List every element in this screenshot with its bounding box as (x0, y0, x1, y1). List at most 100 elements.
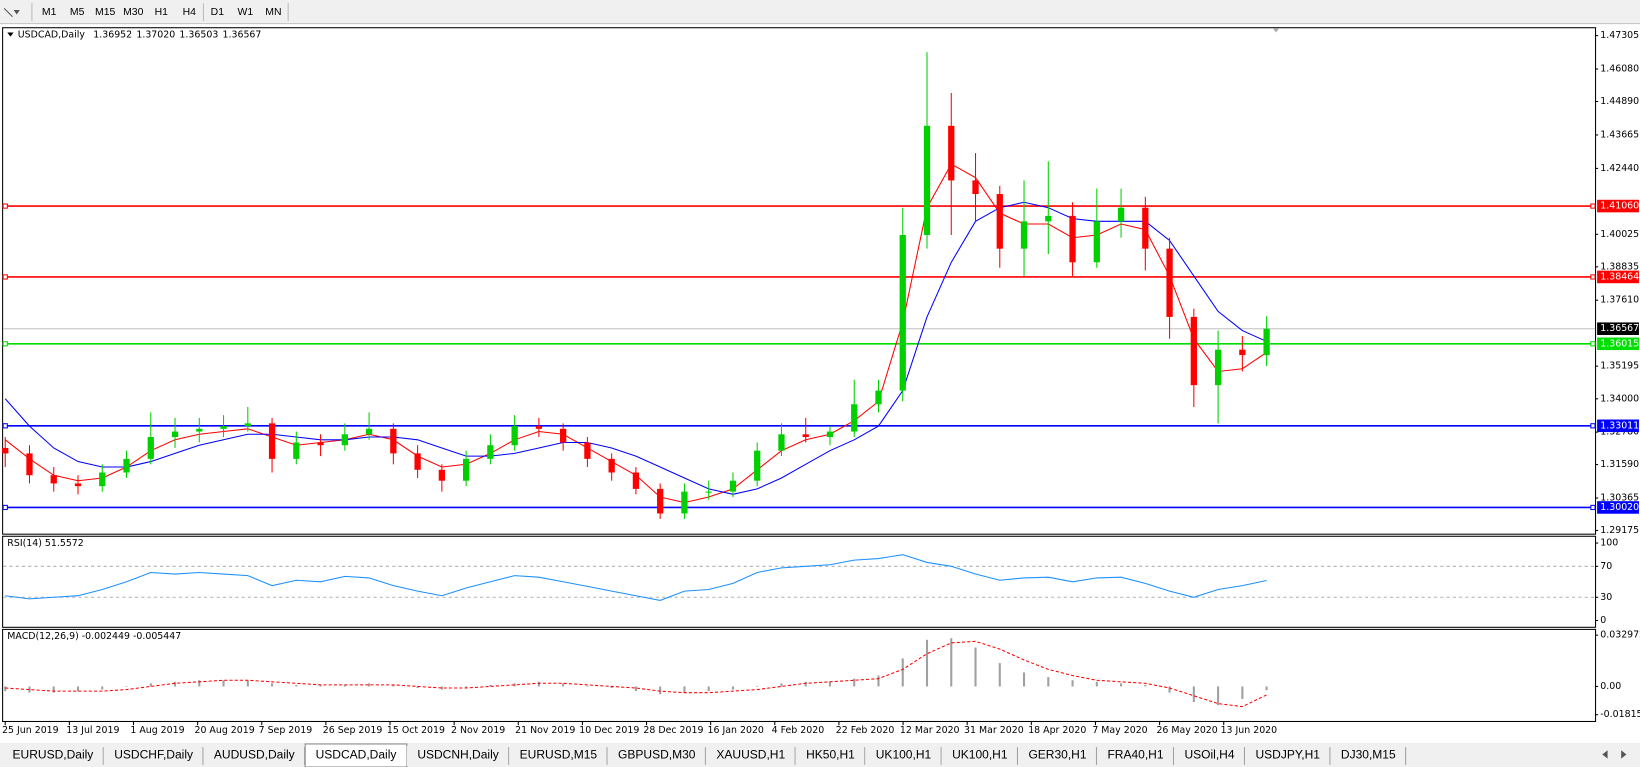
histogram-bar (828, 681, 832, 687)
timeframe-button[interactable]: MN (265, 7, 281, 18)
histogram-bar (489, 684, 492, 687)
tab[interactable]: USDJPY,H1 (1245, 746, 1331, 766)
y-tick-label: 1.35195 (1600, 361, 1639, 372)
level-label-box (1597, 270, 1639, 284)
quote-value: 1.36952 (93, 29, 132, 40)
tab[interactable]: FRA40,H1 (1097, 746, 1175, 766)
candle-body (705, 491, 712, 493)
tab-label[interactable]: UK100,H1 (952, 748, 1008, 762)
tab-label[interactable]: GER30,H1 (1028, 748, 1086, 762)
histogram-bar (368, 683, 371, 687)
histogram-bar (343, 684, 346, 687)
candle-body (438, 469, 445, 481)
toolbar (0, 0, 1640, 25)
level-label-box (1597, 199, 1639, 213)
tab-label[interactable]: XAUUSD,H1 (716, 748, 785, 762)
timeframe-button[interactable]: M15 (95, 7, 116, 18)
candle-body (1045, 215, 1052, 222)
tab-label[interactable]: FRA40,H1 (1107, 748, 1163, 762)
tool-icon[interactable] (3, 8, 20, 18)
timeframe-button[interactable]: H4 (183, 7, 197, 18)
histogram-bar (246, 680, 249, 687)
y-tick-label: 1.43665 (1600, 129, 1639, 140)
histogram-bar (1241, 686, 1244, 699)
candle-body (317, 442, 324, 446)
histogram-bar (707, 686, 710, 692)
title-text: MACD(12,26,9) -0.002449 -0.005447 (7, 631, 181, 642)
histogram-bar (416, 686, 419, 688)
histogram-bar (1071, 680, 1074, 687)
tab-label[interactable]: DJ30,M15 (1341, 748, 1396, 762)
y-tick-label: 1.30365 (1600, 493, 1639, 504)
price-panel (2, 27, 1597, 535)
tab[interactable]: DJ30,M15 (1330, 746, 1407, 766)
tab[interactable]: HK50,H1 (795, 746, 866, 766)
timeframe-button[interactable]: M1 (42, 7, 57, 18)
histogram-bar (853, 678, 856, 687)
candle-body (1117, 207, 1125, 222)
candle-body (74, 483, 82, 487)
tab-label[interactable]: EURUSD,Daily (13, 748, 94, 762)
tab[interactable]: XAUUSD,H1 (705, 746, 796, 766)
tab[interactable]: USDCNH,Daily (406, 746, 510, 766)
tab-label[interactable]: USDCHF,Daily (114, 748, 193, 762)
histogram-bar (1192, 686, 1195, 702)
tab-label[interactable]: USDJPY,H1 (1255, 748, 1320, 762)
tab[interactable]: GER30,H1 (1017, 746, 1098, 766)
level-label: 1.38464 (1600, 271, 1639, 282)
tab[interactable]: USOil,H4 (1174, 746, 1246, 766)
panel-title: RSI(14) 51.5572 (7, 538, 83, 549)
x-tick-label: 7 May 2020 (1092, 725, 1147, 736)
histogram-bar (101, 686, 104, 690)
tab-label[interactable]: GBPUSD,M30 (618, 748, 696, 762)
tab[interactable]: USDCHF,Daily (103, 746, 204, 766)
tab[interactable]: UK100,H1 (941, 746, 1018, 766)
histogram-bar (295, 684, 298, 687)
tab-label[interactable]: USOil,H4 (1184, 748, 1234, 762)
y-tick-label: 0.032972 (1600, 630, 1640, 641)
tab-label[interactable]: EURUSD,M15 (520, 748, 598, 762)
y-tick-label: 1.47305 (1600, 30, 1639, 41)
tab-label[interactable]: USDCNH,Daily (417, 748, 498, 762)
level-handle (2, 274, 8, 280)
y-tick-label: 1.42440 (1600, 163, 1639, 174)
level-label-box (1597, 337, 1639, 351)
tab[interactable]: GBPUSD,M30 (607, 746, 706, 766)
x-tick-label: 12 Mar 2020 (900, 725, 960, 736)
tab[interactable]: EURUSD,Daily (2, 746, 104, 766)
tab-label[interactable]: UK100,H1 (876, 748, 932, 762)
tab[interactable]: EURUSD,M15 (509, 746, 608, 766)
level-handle (1590, 203, 1596, 209)
x-tick-label: 26 May 2020 (1156, 725, 1217, 736)
y-tick-label: 1.46080 (1600, 64, 1639, 75)
y-tick-label: 0.00 (1600, 681, 1621, 692)
candle-body (365, 428, 373, 435)
histogram-bar (392, 684, 395, 687)
timeframe-button[interactable]: D1 (211, 7, 225, 18)
macd-panel (2, 628, 1597, 723)
y-tick-label: 1.29175 (1600, 525, 1639, 536)
candle-body (1239, 349, 1246, 356)
candle-body (26, 453, 33, 476)
histogram-bar (173, 681, 177, 687)
tab-label[interactable]: AUDUSD,Daily (214, 748, 295, 762)
tabs: EURUSD,Daily USDCHF,Daily AUDUSD,Daily USDC… (2, 743, 1407, 767)
tab-label[interactable]: HK50,H1 (806, 748, 855, 762)
current-price-box (1597, 322, 1639, 335)
timeframe-button[interactable]: M30 (123, 7, 144, 18)
tab[interactable]: USDCAD,Daily (304, 743, 408, 767)
histogram-bar (271, 683, 274, 687)
timeframe-button[interactable]: M5 (70, 7, 85, 18)
timeframe-button[interactable]: H1 (155, 7, 169, 18)
tab-scroll[interactable] (1602, 750, 1627, 759)
tab-label[interactable]: USDCAD,Daily (316, 748, 397, 762)
histogram-bar (804, 681, 807, 687)
y-tick-label: 1.40025 (1600, 229, 1639, 240)
histogram-bar (125, 686, 128, 687)
tab[interactable]: AUDUSD,Daily (203, 746, 306, 766)
tab[interactable]: UK100,H1 (865, 746, 942, 766)
timeframe-button[interactable]: W1 (238, 7, 254, 18)
candle-body (851, 404, 858, 432)
quote-value: 1.37020 (136, 29, 175, 40)
